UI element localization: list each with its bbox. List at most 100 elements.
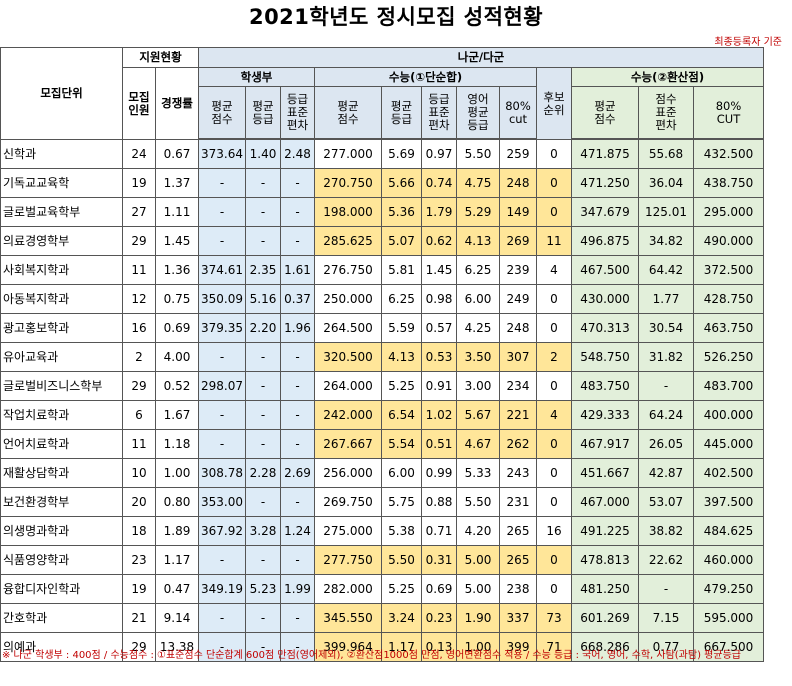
suneung-simple-value: 243 <box>499 458 537 488</box>
school-record-value: 0.37 <box>280 284 315 314</box>
suneung-simple-value: 0.62 <box>421 226 457 256</box>
school-record-value: - <box>245 487 281 517</box>
table-row: 의예과 29 13.38- - -399.964 1.17 0.13 1.00 399 71 668… <box>0 632 764 662</box>
suneung-converted-value: 30.54 <box>638 313 694 343</box>
suneung-converted-value: 36.04 <box>638 168 694 198</box>
school-record-value: 1.61 <box>280 255 315 285</box>
school-record-value: 308.78 <box>198 458 246 488</box>
unit-name: 사회복지학과 <box>0 255 123 285</box>
header-nagun-dagun: 나군/다군 <box>198 47 764 68</box>
school-record-value: - <box>245 342 281 372</box>
suneung-converted-value: 31.82 <box>638 342 694 372</box>
suneung-simple-value: 6.00 <box>381 458 422 488</box>
suneung-simple-value: 270.750 <box>314 168 382 198</box>
suneung-simple-value: 399.964 <box>314 632 382 662</box>
school-record-value: - <box>245 197 281 227</box>
school-record-value: - <box>245 371 281 401</box>
suneung-simple-value: 5.07 <box>381 226 422 256</box>
table-row: 광고홍보학과 16 0.69 379.35 2.20 1.96 264.500 5.59 0.5… <box>0 313 764 343</box>
suneung-converted-value: 601.269 <box>571 603 639 633</box>
school-record-value: - <box>245 400 281 430</box>
school-record-value: - <box>198 603 246 633</box>
header-sc-col: 80% CUT <box>693 86 764 139</box>
suneung-converted-value: 295.000 <box>693 197 764 227</box>
school-record-value: 350.09 <box>198 284 246 314</box>
waitlist-rank: 0 <box>536 371 572 401</box>
unit-name: 식품영양학과 <box>0 545 123 575</box>
unit-name: 글로벌비즈니스학부 <box>0 371 123 401</box>
school-record-value: 2.69 <box>280 458 315 488</box>
suneung-simple-value: 5.50 <box>456 487 500 517</box>
table-row: 유아교육과 2 4.00- - -320.500 4.13 0.53 3.50 307 2 548.… <box>0 342 764 372</box>
suneung-converted-value: 7.15 <box>638 603 694 633</box>
suneung-simple-value: 1.79 <box>421 197 457 227</box>
waitlist-rank: 0 <box>536 168 572 198</box>
suneung-converted-value: 53.07 <box>638 487 694 517</box>
suneung-simple-value: 5.00 <box>456 545 500 575</box>
suneung-converted-value: 491.225 <box>571 516 639 546</box>
waitlist-rank: 4 <box>536 400 572 430</box>
recruit-count: 19 <box>122 574 156 604</box>
suneung-simple-value: 0.53 <box>421 342 457 372</box>
suneung-simple-value: 239 <box>499 255 537 285</box>
suneung-simple-value: 198.000 <box>314 197 382 227</box>
header-competition: 경쟁률 <box>155 67 199 140</box>
suneung-converted-value: 432.500 <box>693 139 764 169</box>
table-row: 아동복지학과 12 0.75 350.09 5.16 0.37 250.000 6.25 0.9… <box>0 284 764 314</box>
header-ss-col: 평균 등급 <box>381 86 422 139</box>
suneung-simple-value: 0.13 <box>421 632 457 662</box>
recruit-count: 29 <box>122 371 156 401</box>
unit-name: 재활상담학과 <box>0 458 123 488</box>
unit-name: 기독교교육학 <box>0 168 123 198</box>
suneung-simple-value: 0.71 <box>421 516 457 546</box>
header-school-record: 학생부 <box>198 67 315 87</box>
school-record-value: - <box>198 400 246 430</box>
competition-rate: 0.67 <box>155 139 199 169</box>
suneung-simple-value: 0.51 <box>421 429 457 459</box>
suneung-simple-value: 5.59 <box>381 313 422 343</box>
school-record-value: 1.24 <box>280 516 315 546</box>
school-record-value: 1.99 <box>280 574 315 604</box>
suneung-simple-value: 0.88 <box>421 487 457 517</box>
waitlist-rank: 0 <box>536 197 572 227</box>
waitlist-rank: 73 <box>536 603 572 633</box>
suneung-simple-value: 307 <box>499 342 537 372</box>
suneung-converted-value: 484.625 <box>693 516 764 546</box>
suneung-simple-value: 248 <box>499 313 537 343</box>
suneung-converted-value: 496.875 <box>571 226 639 256</box>
header-sr-col: 평균 등급 <box>245 86 281 139</box>
competition-rate: 1.18 <box>155 429 199 459</box>
suneung-converted-value: 451.667 <box>571 458 639 488</box>
unit-name: 융합디자인학과 <box>0 574 123 604</box>
suneung-converted-value: 26.05 <box>638 429 694 459</box>
suneung-simple-value: 1.45 <box>421 255 457 285</box>
suneung-simple-value: 275.000 <box>314 516 382 546</box>
suneung-converted-value: 668.286 <box>571 632 639 662</box>
suneung-simple-value: 3.00 <box>456 371 500 401</box>
recruit-count: 10 <box>122 458 156 488</box>
school-record-value: - <box>280 197 315 227</box>
suneung-simple-value: 3.24 <box>381 603 422 633</box>
school-record-value: 353.00 <box>198 487 246 517</box>
suneung-converted-value: 397.500 <box>693 487 764 517</box>
school-record-value: - <box>198 342 246 372</box>
header-sr-col: 등급 표준 편차 <box>280 86 315 139</box>
school-record-value: - <box>198 226 246 256</box>
school-record-value: - <box>280 226 315 256</box>
competition-rate: 9.14 <box>155 603 199 633</box>
suneung-simple-value: 4.20 <box>456 516 500 546</box>
suneung-converted-value: 470.313 <box>571 313 639 343</box>
suneung-simple-value: 0.57 <box>421 313 457 343</box>
header-recruit-count: 모집 인원 <box>122 67 156 140</box>
suneung-simple-value: 0.97 <box>421 139 457 169</box>
suneung-converted-value: 467.917 <box>571 429 639 459</box>
school-record-value: 2.20 <box>245 313 281 343</box>
header-sc-col: 평균 점수 <box>571 86 639 139</box>
suneung-simple-value: 345.550 <box>314 603 382 633</box>
unit-name: 보건환경학부 <box>0 487 123 517</box>
suneung-converted-value: 467.500 <box>571 255 639 285</box>
table-body: 신학과 24 0.67 373.64 1.40 2.48 277.000 5.69 0.97 5.… <box>0 139 764 662</box>
suneung-converted-value: 428.750 <box>693 284 764 314</box>
suneung-converted-value: 460.000 <box>693 545 764 575</box>
school-record-value: - <box>280 545 315 575</box>
